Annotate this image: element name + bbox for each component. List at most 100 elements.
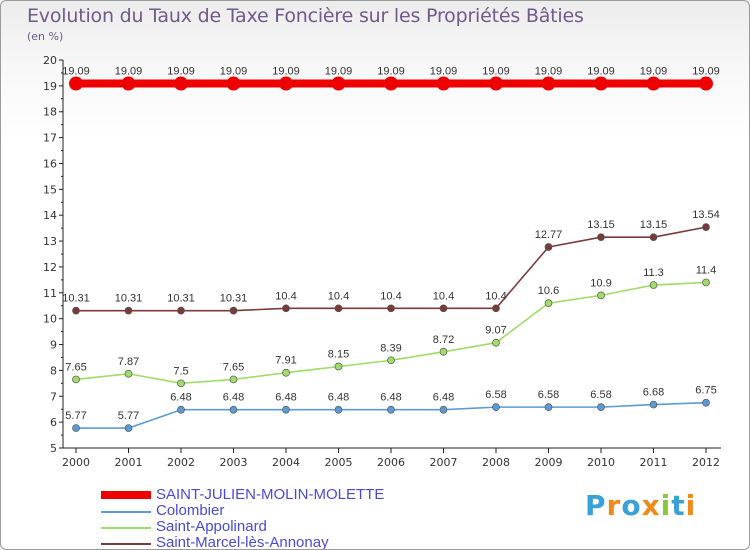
data-point [597, 233, 605, 242]
data-point [439, 304, 448, 313]
x-tick-label: 2001 [115, 456, 143, 469]
y-tick-label: 11 [43, 287, 57, 300]
data-point [646, 76, 661, 91]
x-tick-label: 2004 [272, 456, 300, 469]
data-point [124, 306, 133, 315]
data-point [72, 375, 80, 384]
data-label: 19.09 [535, 66, 563, 78]
data-label: 7.65 [223, 361, 244, 373]
x-tick-label: 2012 [692, 456, 720, 469]
data-point [121, 76, 136, 91]
y-tick-label: 15 [43, 183, 57, 196]
y-tick-label: 14 [43, 209, 57, 222]
legend-swatch [101, 491, 151, 499]
data-point [174, 76, 188, 91]
data-point [124, 424, 133, 432]
data-point [334, 362, 343, 371]
data-point [439, 347, 448, 356]
data-point [72, 306, 80, 315]
y-tick-label: 20 [43, 54, 57, 67]
data-point [334, 405, 343, 414]
data-point [489, 76, 503, 91]
data-point [597, 291, 605, 300]
data-label: 10.31 [115, 293, 143, 305]
y-tick-label: 19 [43, 80, 57, 93]
y-tick-label: 13 [43, 235, 57, 248]
logo-letter: P [585, 489, 607, 522]
y-tick-label: 12 [43, 261, 57, 274]
data-point [544, 299, 553, 307]
data-point [72, 424, 80, 432]
data-label: 5.77 [118, 410, 139, 422]
y-tick-label: 10 [43, 313, 57, 326]
legend-label: Saint-Appolinard [156, 518, 267, 535]
data-point [124, 369, 133, 378]
data-label: 7.5 [173, 365, 188, 377]
data-point [492, 304, 500, 313]
data-label: 6.75 [695, 385, 716, 397]
x-tick-label: 2009 [535, 456, 563, 469]
data-point [702, 278, 710, 287]
chart-subtitle: (en %) [27, 30, 64, 43]
y-tick-label: 8 [50, 364, 57, 377]
data-label: 6.48 [170, 392, 191, 404]
logo-letter: o [621, 489, 642, 522]
data-label: 10.31 [62, 293, 90, 305]
legend-label: Colombier [156, 502, 225, 519]
legend-swatch [101, 543, 151, 545]
data-point [226, 76, 241, 91]
chart-title: Evolution du Taux de Taxe Foncière sur l… [27, 5, 584, 27]
data-label: 19.09 [115, 66, 143, 78]
data-point [229, 306, 238, 315]
data-label: 6.48 [380, 392, 401, 404]
data-point [594, 76, 608, 91]
data-label: 10.4 [328, 290, 349, 302]
data-point [69, 76, 83, 91]
data-point [702, 223, 710, 231]
data-point [649, 400, 658, 409]
data-point [387, 405, 395, 414]
y-tick-label: 6 [50, 416, 57, 429]
data-point [492, 403, 500, 411]
y-tick-label: 9 [50, 339, 57, 352]
data-point [541, 76, 556, 91]
data-label: 19.09 [325, 66, 353, 78]
data-point [702, 398, 710, 407]
data-point [279, 76, 293, 91]
logo-letter: i [685, 489, 697, 522]
data-label: 11.3 [643, 267, 664, 279]
x-tick-label: 2003 [220, 456, 248, 469]
y-tick-label: 16 [43, 157, 57, 170]
data-label: 19.09 [640, 66, 668, 78]
logo-letter: r [606, 489, 622, 522]
data-label: 7.91 [275, 355, 296, 367]
data-point [649, 233, 658, 242]
data-label: 13.15 [587, 219, 615, 231]
x-tick-label: 2002 [167, 456, 195, 469]
legend-swatch [101, 527, 151, 529]
x-tick-label: 2010 [587, 456, 615, 469]
data-point [177, 379, 185, 388]
data-point [436, 76, 451, 91]
data-point [439, 405, 448, 414]
data-label: 19.09 [482, 66, 510, 78]
logo-letter: i [660, 489, 672, 522]
data-label: 19.09 [62, 66, 90, 78]
data-point [384, 76, 398, 91]
data-label: 6.58 [590, 389, 611, 401]
data-point [649, 281, 658, 289]
y-tick-label: 17 [43, 132, 57, 145]
data-label: 6.48 [433, 392, 454, 404]
data-label: 6.58 [485, 389, 506, 401]
data-point [544, 243, 553, 251]
data-label: 10.9 [590, 277, 611, 289]
data-point [387, 304, 395, 313]
data-label: 6.48 [275, 392, 296, 404]
data-label: 6.58 [538, 389, 559, 401]
data-label: 10.31 [167, 293, 195, 305]
data-label: 9.07 [485, 325, 506, 337]
data-label: 8.15 [328, 349, 349, 361]
data-point [544, 403, 553, 411]
